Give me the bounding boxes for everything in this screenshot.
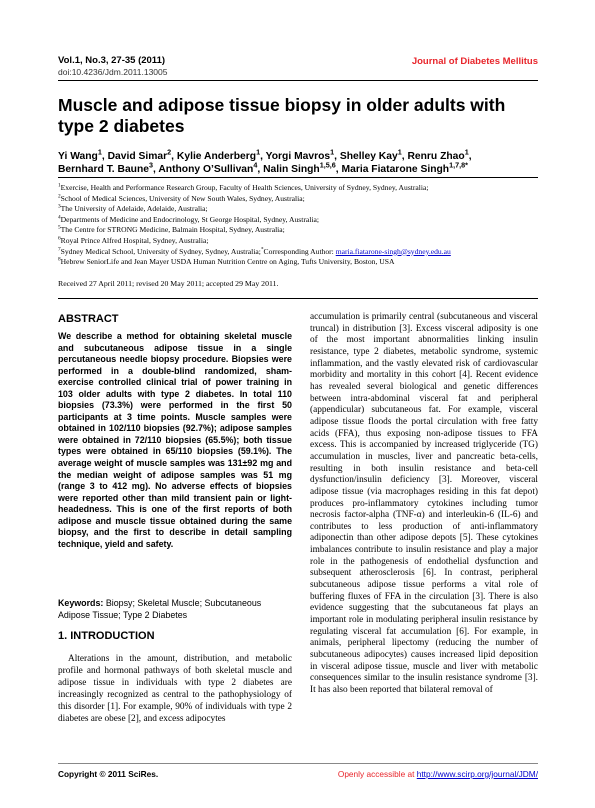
author-name: Anthony O’Sullivan xyxy=(158,164,254,175)
abstract-text: We describe a method for obtaining skele… xyxy=(58,331,292,549)
author-affiliation-mark: 1 xyxy=(330,147,335,157)
affiliation-text: The Centre for STRONG Medicine, Balmain … xyxy=(60,225,285,235)
affiliation-text: The University of Adelaide, Adelaide, Au… xyxy=(60,204,208,214)
author-name: Nalin Singh xyxy=(263,164,320,175)
access-label: Openly accessible at xyxy=(337,769,417,779)
author-name: Yi Wang xyxy=(58,151,98,162)
corresponding-label: Corresponding Author: xyxy=(263,246,334,256)
author: Nalin Singh1,5,6, xyxy=(263,160,339,175)
author-name: Maria Fiatarone Singh xyxy=(341,164,450,175)
author-separator: , xyxy=(468,151,472,162)
title: Muscle and adipose tissue biopsy in olde… xyxy=(58,95,506,136)
keywords-text: Biopsy; Skeletal Muscle; Subcutaneous Ad… xyxy=(58,598,262,620)
author: Shelley Kay1, xyxy=(339,147,405,162)
affiliation-mark: 1 xyxy=(58,182,61,189)
affiliations: 1Exercise, Health and Performance Resear… xyxy=(58,183,538,268)
author: Yorgi Mavros1, xyxy=(265,147,338,162)
author-separator: , xyxy=(171,151,175,162)
affiliation-mark: 7 xyxy=(58,246,61,253)
affiliation: 4Departments of Medicine and Endocrinolo… xyxy=(58,215,538,226)
footer-access: Openly accessible at http://www.scirp.or… xyxy=(338,769,538,779)
journal-name: Journal of Diabetes Mellitus xyxy=(411,56,538,67)
author-affiliation-mark: 1,5,6 xyxy=(319,160,336,170)
affiliation: 8Hebrew SeniorLife and Jean Mayer USDA H… xyxy=(58,257,538,268)
author-separator: , xyxy=(260,151,263,162)
affiliation-text: Hebrew SeniorLife and Jean Mayer USDA Hu… xyxy=(60,257,395,267)
author: Kylie Anderberg1, xyxy=(176,147,263,162)
author-separator: , xyxy=(153,164,156,175)
affiliation-mark: 8 xyxy=(58,256,61,263)
copyright: Copyright © 2011 SciRes. xyxy=(58,769,159,779)
affiliation: 5The Centre for STRONG Medicine, Balmain… xyxy=(58,225,538,236)
authors-rule xyxy=(58,177,538,178)
affiliation-mark: 3 xyxy=(58,203,61,210)
affiliation-text: Departments of Medicine and Endocrinolog… xyxy=(60,214,319,224)
doi: doi:10.4236/Jdm.2011.13005 xyxy=(58,67,168,77)
affiliation-text: Royal Prince Alfred Hospital, Sydney, Au… xyxy=(60,235,209,245)
affiliation: 2School of Medical Sciences, University … xyxy=(58,193,538,205)
dates-rule xyxy=(58,298,538,299)
author-separator: , xyxy=(335,164,339,175)
author-affiliation-mark: 2 xyxy=(167,147,172,157)
author-affiliation-mark: 4 xyxy=(253,160,258,170)
author-affiliation-mark: 1 xyxy=(97,147,102,157)
author-separator: , xyxy=(401,151,405,162)
section-heading: 1. INTRODUCTION xyxy=(58,630,155,642)
affiliation: 3The University of Adelaide, Adelaide, A… xyxy=(58,204,538,215)
author-name: Bernhard T. Baune xyxy=(58,164,149,175)
author-separator: , xyxy=(334,151,338,162)
dates: Received 27 April 2011; revised 20 May 2… xyxy=(58,279,279,288)
corresponding-mark: * xyxy=(260,246,264,253)
affiliation-mark: 5 xyxy=(58,224,61,231)
author-separator: , xyxy=(257,164,261,175)
affiliation-mark: 4 xyxy=(58,214,61,221)
author: Bernhard T. Baune3, xyxy=(58,160,156,175)
keywords: Keywords: Biopsy; Skeletal Muscle; Subcu… xyxy=(58,597,292,621)
affiliation: 1Exercise, Health and Performance Resear… xyxy=(58,183,538,194)
authors: Yi Wang1, David Simar2, Kylie Anderberg1… xyxy=(58,147,528,176)
affiliation-text: Sydney Medical School, University of Syd… xyxy=(60,246,261,256)
author-affiliation-mark: 1 xyxy=(464,147,469,157)
affiliation: 7Sydney Medical School, University of Sy… xyxy=(58,246,538,258)
author-name: David Simar xyxy=(107,151,168,162)
author-affiliation-mark: 1 xyxy=(397,147,402,157)
author: Yi Wang1, xyxy=(58,147,105,162)
journal-link[interactable]: http://www.scirp.org/journal/JDM/ xyxy=(416,769,538,779)
intro-left: Alterations in the amount, distribution,… xyxy=(58,654,292,724)
author-name: Yorgi Mavros xyxy=(265,151,331,162)
header-rule xyxy=(58,80,538,81)
author-affiliation-mark: 1,7,8* xyxy=(449,160,468,170)
author: Anthony O’Sullivan4, xyxy=(158,160,261,175)
affiliation-mark: 6 xyxy=(58,235,61,242)
author-affiliation-mark: 3 xyxy=(148,160,153,170)
journal-ref: Vol.1, No.3, 27-35 (2011) xyxy=(58,55,166,66)
email-link[interactable]: maria.fiatarone-singh@sydney.edu.au xyxy=(335,246,451,256)
affiliation-text: Exercise, Health and Performance Researc… xyxy=(60,183,429,192)
footer-rule xyxy=(58,763,538,764)
author: Maria Fiatarone Singh1,7,8* xyxy=(341,160,468,175)
keywords-label: Keywords: xyxy=(58,598,104,608)
affiliation: 6Royal Prince Alfred Hospital, Sydney, A… xyxy=(58,236,538,247)
intro-right: accumulation is primarily central (subcu… xyxy=(310,312,538,695)
author: David Simar2, xyxy=(107,147,175,162)
author: Renru Zhao1, xyxy=(407,147,472,162)
affiliation-text: School of Medical Sciences, University o… xyxy=(60,193,305,203)
author-name: Kylie Anderberg xyxy=(176,151,257,162)
author-name: Shelley Kay xyxy=(339,151,398,162)
affiliation-mark: 2 xyxy=(58,193,61,200)
abstract-heading: ABSTRACT xyxy=(58,313,119,325)
author-name: Renru Zhao xyxy=(407,151,465,162)
author-separator: , xyxy=(101,151,105,162)
author-affiliation-mark: 1 xyxy=(256,147,261,157)
